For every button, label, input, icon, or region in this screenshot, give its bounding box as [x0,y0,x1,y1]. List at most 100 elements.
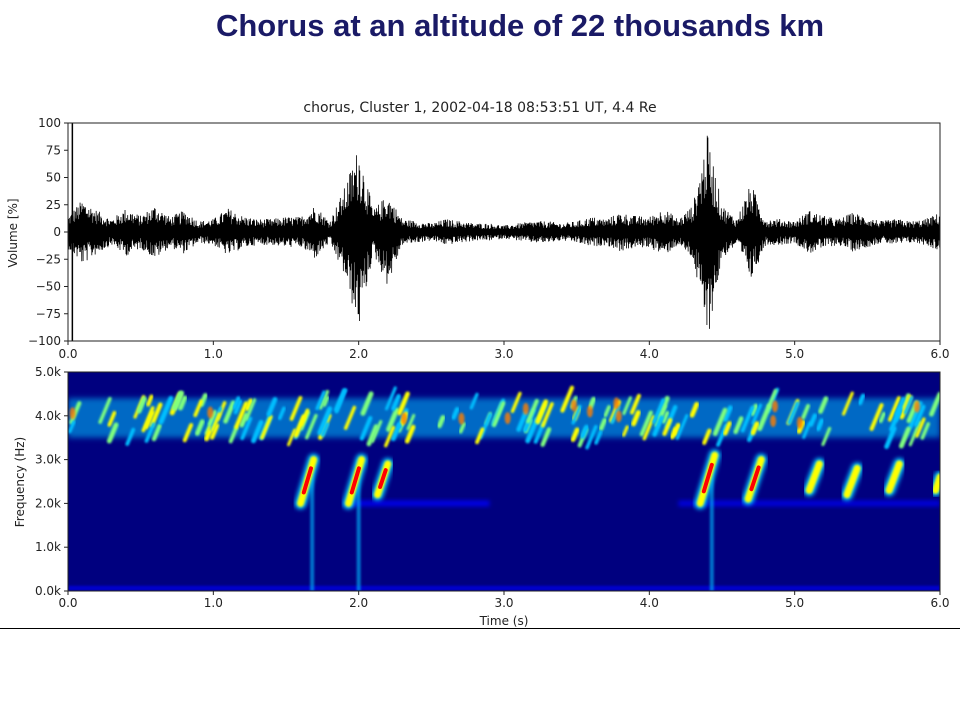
spectrogram-xtick-label: 2.0 [349,596,368,610]
band-element [913,404,926,427]
spectrogram-ytick-label: 2.0k [35,496,61,510]
band-element [580,424,589,439]
band-element [894,409,902,423]
spectrogram-xtick-label: 3.0 [494,596,513,610]
chorus-element [694,449,721,510]
band-element [68,420,76,434]
band-element [652,415,664,437]
spectrogram-xtick-label: 5.0 [785,596,804,610]
band-element [610,405,621,424]
band-element [887,396,901,422]
band-element [801,403,811,420]
band-element [560,385,575,413]
band-element [305,413,318,440]
upper-chorus-band [68,385,940,450]
band-element [144,422,156,443]
band-element [193,399,203,418]
band-element [125,427,136,446]
band-element [869,403,884,431]
band-element [642,415,656,441]
spectrogram-xtick-label: 1.0 [204,596,223,610]
band-element [884,426,897,450]
band-hotspot [586,405,593,418]
band-element [878,411,886,424]
vertical-streak [356,459,361,591]
band-element [630,393,641,415]
band-element [510,391,522,413]
vertical-streaks [310,459,714,591]
weak-line-segment [344,500,490,507]
band-element [178,395,188,411]
band-element [915,417,926,438]
spectrogram-xtick-label: 4.0 [640,596,659,610]
slide-divider [0,628,960,629]
band-element [391,393,401,411]
waveform-ytick-label: −25 [36,252,61,266]
waveform-ytick-label: −50 [36,280,61,294]
band-element [740,405,755,433]
band-element [266,397,278,417]
band-element [594,430,603,445]
chorus-element [342,453,368,510]
chorus-element [803,457,826,497]
band-element [289,396,303,421]
band-element [232,396,241,410]
band-hotspot [570,399,577,412]
band-hotspot [770,414,777,427]
band-element [787,401,800,425]
band-element [334,388,348,414]
band-element [149,402,163,428]
chorus-element [742,453,768,506]
band-element [106,422,119,444]
band-element [672,422,681,437]
band-element [343,405,357,430]
band-element [287,428,297,447]
band-hotspot [401,412,408,425]
band-element [469,392,479,410]
band-element [239,412,249,428]
band-element [158,395,174,425]
band-hotspot [615,410,622,423]
band-element [929,391,940,417]
spectrogram-xtick-label: 6.0 [930,596,949,610]
band-hotspot [913,400,920,413]
chorus-element [371,457,394,501]
spectrogram-ytick-label: 1.0k [35,540,61,554]
waveform-panel: chorus, Cluster 1, 2002-04-18 08:53:51 U… [6,100,950,361]
band-element [571,404,582,425]
band-element [585,424,598,450]
band-element [587,396,597,410]
band-element [204,426,214,442]
band-element [808,413,818,427]
spectrogram-xtick-label: 0.0 [58,596,77,610]
spectrogram-ytick-label: 5.0k [35,365,61,379]
band-element [898,426,911,449]
vertical-streak [709,459,714,591]
band-element [277,406,286,421]
chorus-element [883,457,906,497]
band-element [920,422,930,440]
band-element [317,406,333,436]
band-element [240,416,253,441]
band-element [171,390,183,411]
band-element [406,413,416,431]
band-element [516,411,528,432]
band-element [750,421,760,436]
waveform-ytick-label: 25 [46,198,61,212]
band-element [136,396,147,414]
band-element [818,396,829,414]
band-element [141,406,155,433]
weak-2k-emission [68,500,940,591]
band-element [359,415,373,441]
spectrogram-y-axis: 0.0k 1.0k 2.0k 3.0k 4.0k 5.0k [35,365,68,598]
band-element [451,406,460,420]
band-element [622,396,632,416]
band-element [857,393,866,406]
band-element [661,410,670,424]
vertical-streak [310,459,315,591]
waveform-ytick-label: 75 [46,143,61,157]
waveform-frame [67,122,941,342]
band-element [716,423,729,447]
band-element [195,419,205,436]
